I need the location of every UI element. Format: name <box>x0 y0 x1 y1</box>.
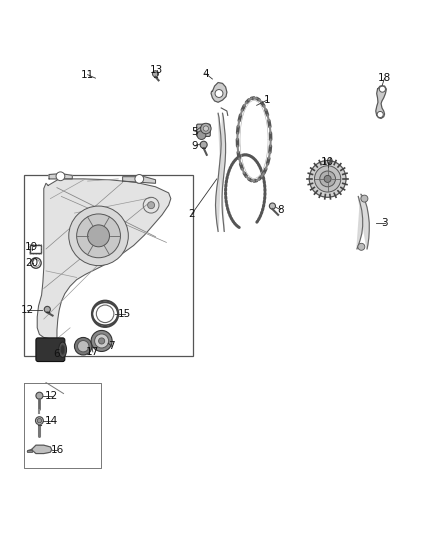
Text: 6: 6 <box>53 349 60 359</box>
Text: 18: 18 <box>378 73 391 83</box>
Text: 5: 5 <box>191 127 198 136</box>
Circle shape <box>361 195 368 202</box>
Polygon shape <box>357 194 369 249</box>
Circle shape <box>197 131 206 140</box>
Bar <box>27 450 32 452</box>
Text: 12: 12 <box>21 305 34 316</box>
Polygon shape <box>123 177 155 183</box>
Text: 17: 17 <box>86 347 99 357</box>
Ellipse shape <box>74 337 92 355</box>
Bar <box>24 174 193 356</box>
Text: 15: 15 <box>118 309 131 319</box>
Circle shape <box>56 172 65 181</box>
Polygon shape <box>211 83 227 102</box>
Circle shape <box>200 141 207 148</box>
Text: 4: 4 <box>202 69 209 79</box>
Circle shape <box>148 201 155 209</box>
Circle shape <box>215 90 223 98</box>
Circle shape <box>69 206 128 265</box>
Text: 7: 7 <box>108 341 115 351</box>
Text: 11: 11 <box>81 70 94 79</box>
FancyBboxPatch shape <box>36 338 65 361</box>
Ellipse shape <box>99 338 105 344</box>
Text: 20: 20 <box>25 258 38 268</box>
Bar <box>29 244 41 254</box>
Circle shape <box>44 306 50 312</box>
Circle shape <box>201 123 211 134</box>
Circle shape <box>320 171 336 187</box>
Circle shape <box>269 203 276 209</box>
Circle shape <box>88 225 110 247</box>
Polygon shape <box>215 113 226 231</box>
Circle shape <box>379 86 385 92</box>
Text: 12: 12 <box>45 391 58 401</box>
Circle shape <box>35 417 43 425</box>
Circle shape <box>324 175 331 182</box>
Polygon shape <box>376 86 386 118</box>
Text: 9: 9 <box>191 141 198 151</box>
Ellipse shape <box>78 341 89 352</box>
Circle shape <box>77 214 120 258</box>
Circle shape <box>37 418 42 423</box>
Circle shape <box>314 166 341 192</box>
Circle shape <box>152 71 159 77</box>
Circle shape <box>36 392 43 399</box>
Bar <box>30 245 41 253</box>
Text: 19: 19 <box>25 242 38 252</box>
Ellipse shape <box>59 342 67 358</box>
Polygon shape <box>49 174 72 179</box>
Text: 3: 3 <box>381 217 388 228</box>
Polygon shape <box>32 445 52 454</box>
Circle shape <box>309 160 346 197</box>
Circle shape <box>377 111 383 118</box>
Text: 16: 16 <box>50 445 64 455</box>
Ellipse shape <box>91 330 112 351</box>
Text: 14: 14 <box>45 416 58 426</box>
Text: 8: 8 <box>277 205 284 215</box>
Text: 10: 10 <box>321 157 334 167</box>
Text: 13: 13 <box>150 65 163 75</box>
Circle shape <box>203 126 208 131</box>
FancyBboxPatch shape <box>197 124 210 136</box>
Polygon shape <box>37 179 171 339</box>
Circle shape <box>135 174 144 183</box>
Ellipse shape <box>60 345 65 354</box>
Text: 2: 2 <box>188 209 195 219</box>
Ellipse shape <box>95 334 109 348</box>
Circle shape <box>358 243 365 251</box>
Text: 1: 1 <box>264 95 271 105</box>
